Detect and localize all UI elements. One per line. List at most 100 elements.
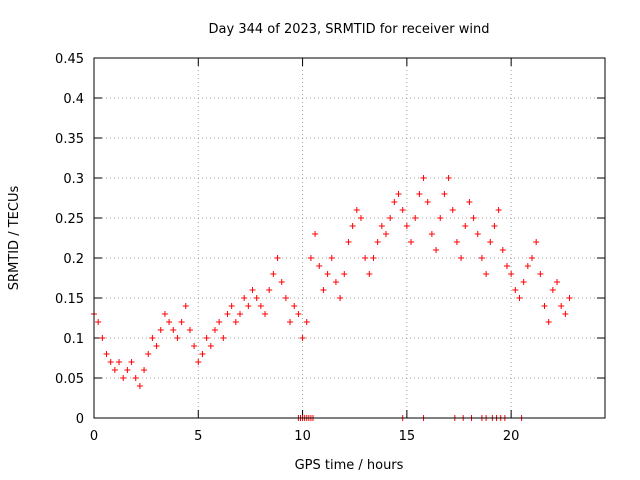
chart-title: Day 344 of 2023, SRMTID for receiver win… — [209, 22, 490, 37]
data-point — [278, 279, 285, 285]
y-tick-label: 0.35 — [55, 132, 84, 147]
data-point — [332, 279, 339, 285]
data-point — [116, 359, 123, 365]
data-point — [270, 271, 277, 277]
data-point — [345, 239, 352, 245]
data-point — [299, 335, 306, 341]
data-point — [124, 367, 131, 373]
data-point — [295, 311, 302, 317]
data-point — [220, 335, 227, 341]
data-point — [132, 375, 139, 381]
data-point — [228, 303, 235, 309]
data-point — [370, 255, 377, 261]
plot-frame — [93, 57, 606, 419]
data-point — [445, 175, 452, 181]
data-point — [341, 271, 348, 277]
data-point — [428, 231, 435, 237]
data-point — [191, 343, 198, 349]
data-point — [316, 263, 323, 269]
data-point — [178, 319, 185, 325]
data-point — [470, 215, 477, 221]
data-point — [495, 207, 502, 213]
data-point — [307, 255, 314, 261]
data-point — [458, 255, 465, 261]
data-point — [141, 367, 148, 373]
data-point — [391, 199, 398, 205]
data-point — [153, 343, 160, 349]
data-point — [441, 191, 448, 197]
data-point — [245, 303, 252, 309]
data-point — [474, 231, 481, 237]
data-point — [232, 319, 239, 325]
x-tick-label: 0 — [90, 429, 98, 444]
y-tick-label: 0.25 — [55, 212, 84, 227]
data-point — [554, 279, 561, 285]
data-point — [199, 351, 206, 357]
x-tick-label: 15 — [399, 429, 416, 444]
data-point — [274, 255, 281, 261]
data-point — [203, 335, 210, 341]
data-point — [529, 255, 535, 261]
data-point — [349, 223, 356, 229]
data-point — [111, 367, 118, 373]
data-point — [195, 359, 202, 365]
data-point — [541, 303, 548, 309]
data-point — [161, 311, 168, 317]
data-point — [224, 311, 231, 317]
y-tick-label: 0.2 — [63, 252, 84, 267]
data-point — [524, 263, 531, 269]
data-point — [136, 383, 143, 389]
data-point — [282, 295, 289, 301]
data-point — [237, 311, 243, 317]
data-point — [395, 191, 402, 197]
data-point — [216, 319, 223, 325]
data-point — [403, 223, 410, 229]
data-point — [128, 359, 135, 365]
data-point — [424, 199, 431, 205]
data-point — [558, 303, 565, 309]
data-point — [512, 287, 519, 293]
data-point — [291, 303, 298, 309]
data-point — [207, 343, 214, 349]
data-point — [157, 327, 164, 333]
data-point — [120, 375, 127, 381]
data-point — [537, 271, 544, 277]
x-tick-label: 10 — [294, 429, 311, 444]
data-point — [412, 215, 419, 221]
y-tick-label: 0.4 — [63, 92, 84, 107]
data-point — [357, 215, 364, 221]
y-tick-label: 0.15 — [55, 292, 84, 307]
data-point — [566, 295, 573, 301]
data-points — [91, 175, 573, 421]
x-tick-label: 20 — [503, 429, 520, 444]
data-point — [433, 247, 440, 253]
data-point — [362, 255, 369, 261]
y-tick-label: 0.1 — [63, 332, 84, 347]
data-point — [303, 319, 310, 325]
data-point — [253, 295, 260, 301]
y-axis-label: SRMTID / TECUs — [7, 186, 22, 291]
data-point — [378, 223, 385, 229]
data-point — [462, 223, 469, 229]
data-point — [408, 239, 415, 245]
data-point — [416, 191, 423, 197]
data-point — [211, 327, 218, 333]
data-point — [174, 335, 181, 341]
x-tick-label: 5 — [194, 429, 202, 444]
x-axis-label: GPS time / hours — [295, 458, 404, 473]
data-point — [466, 199, 473, 205]
y-tick-label: 0.45 — [55, 52, 84, 67]
data-point — [453, 239, 460, 245]
y-tick-label: 0.3 — [63, 172, 84, 187]
data-point — [383, 231, 389, 237]
data-point — [499, 247, 506, 253]
data-point — [545, 319, 552, 325]
data-point — [533, 239, 540, 245]
data-point — [241, 295, 248, 301]
data-point — [437, 215, 444, 221]
data-point — [99, 335, 106, 341]
data-point — [103, 351, 110, 357]
data-point — [145, 351, 152, 357]
data-point — [487, 239, 494, 245]
